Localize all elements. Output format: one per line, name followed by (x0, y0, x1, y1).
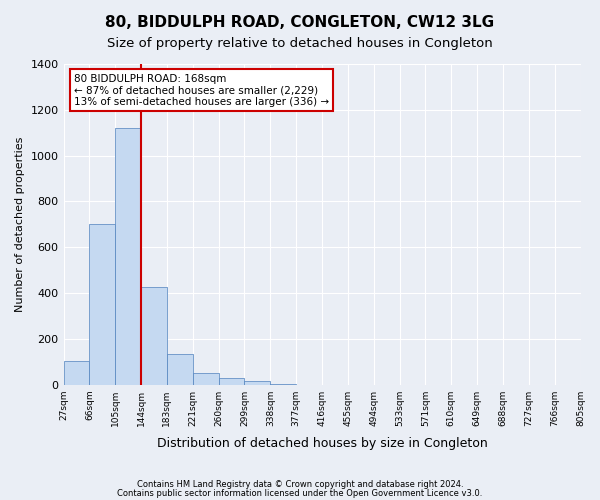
Bar (89, 224, 115, 384)
X-axis label: Distribution of detached houses by size in Congleton: Distribution of detached houses by size … (157, 437, 487, 450)
Text: 80 BIDDULPH ROAD: 168sqm
← 87% of detached houses are smaller (2,229)
13% of sem: 80 BIDDULPH ROAD: 168sqm ← 87% of detach… (74, 74, 329, 107)
Text: 80, BIDDULPH ROAD, CONGLETON, CW12 3LG: 80, BIDDULPH ROAD, CONGLETON, CW12 3LG (106, 15, 494, 30)
Bar (218, 378, 244, 384)
Bar (244, 381, 271, 384)
Bar (167, 354, 193, 384)
Text: Size of property relative to detached houses in Congleton: Size of property relative to detached ho… (107, 38, 493, 51)
Y-axis label: Number of detached properties: Number of detached properties (15, 136, 25, 312)
Bar (141, 288, 167, 384)
Bar (115, 128, 141, 384)
Bar (193, 373, 218, 384)
Text: Contains public sector information licensed under the Open Government Licence v3: Contains public sector information licen… (118, 488, 482, 498)
Text: Contains HM Land Registry data © Crown copyright and database right 2024.: Contains HM Land Registry data © Crown c… (137, 480, 463, 489)
Bar (64, 360, 89, 384)
